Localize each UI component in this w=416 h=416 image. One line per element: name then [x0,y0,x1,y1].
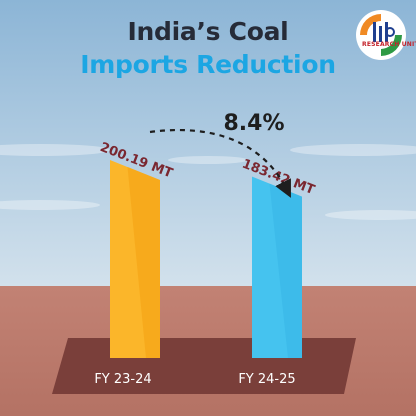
pib-logo-icon [356,10,406,60]
title-line-1: India’s Coal [127,17,289,46]
title-line-2: Imports Reduction [80,50,336,79]
category-label: FY 24-25 [238,372,295,387]
bar-shading [269,183,302,358]
logo-caption: RESEARCH UNIT [362,41,416,48]
change-percent-label: 8.4% [223,111,284,136]
cloud-decoration [0,144,416,220]
chart-title: India’s Coal Imports Reduction [0,16,416,82]
change-arrow [149,128,291,198]
sky-background [0,0,416,286]
category-label: FY 23-24 [94,372,151,387]
bar-shading [127,167,160,358]
